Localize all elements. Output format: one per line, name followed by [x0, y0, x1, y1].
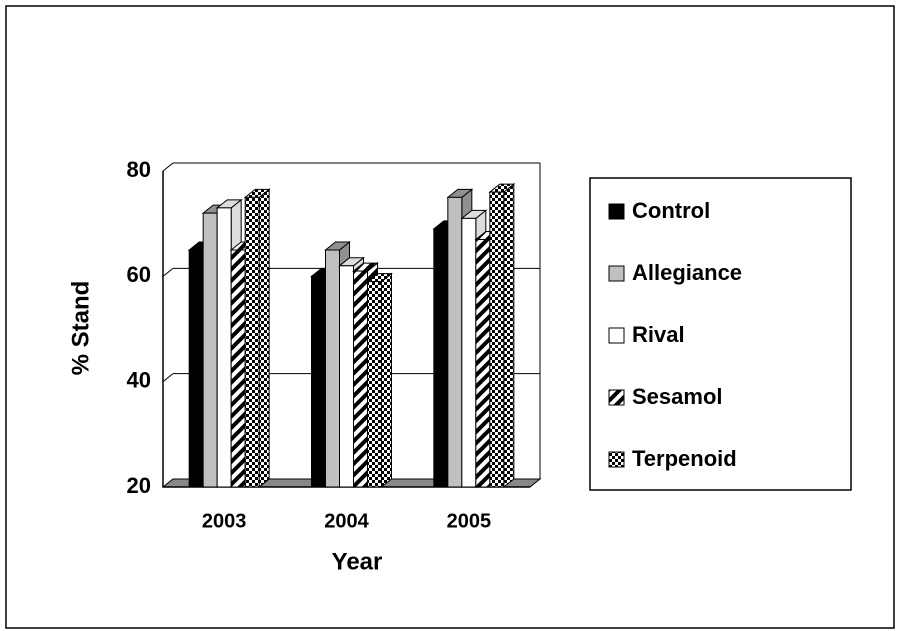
bar: [230, 249, 246, 488]
bar-side: [503, 183, 515, 489]
bar: [433, 228, 449, 488]
legend-label: Control: [632, 198, 710, 223]
y-tick-label: 60: [127, 262, 151, 287]
grid-line-side: [162, 267, 174, 277]
bar: [202, 212, 218, 488]
bar: [447, 196, 463, 488]
bar: [244, 196, 260, 488]
bar-side: [381, 272, 392, 489]
bar: [475, 238, 491, 488]
bar: [325, 249, 340, 488]
y-axis-label: % Stand: [67, 281, 94, 376]
grid-line-side: [162, 373, 174, 383]
legend-swatch: [608, 327, 625, 344]
x-tick-label: 2005: [447, 510, 492, 532]
bar: [188, 249, 204, 488]
legend-swatch: [608, 265, 625, 282]
bar: [353, 270, 368, 488]
legend-swatch: [608, 451, 625, 468]
bar: [367, 281, 382, 488]
bar-side: [258, 188, 270, 489]
bar: [489, 191, 505, 488]
grid-line-side: [162, 162, 174, 172]
y-tick-label: 20: [127, 473, 151, 498]
x-axis-label: Year: [332, 548, 383, 575]
legend-label: Allegiance: [632, 260, 742, 285]
x-tick-label: 2003: [202, 510, 247, 532]
y-tick-label: 40: [127, 367, 151, 392]
bar: [311, 275, 326, 488]
bar: [461, 217, 477, 488]
legend-label: Sesamol: [632, 384, 723, 409]
legend-swatch: [608, 203, 625, 220]
y-tick-label: 80: [127, 157, 151, 182]
legend-swatch: [608, 389, 625, 406]
x-tick-label: 2004: [324, 510, 369, 532]
legend: [589, 177, 852, 491]
bar: [216, 207, 232, 488]
legend-label: Terpenoid: [632, 446, 737, 471]
bar: [339, 265, 354, 488]
legend-label: Rival: [632, 322, 685, 347]
